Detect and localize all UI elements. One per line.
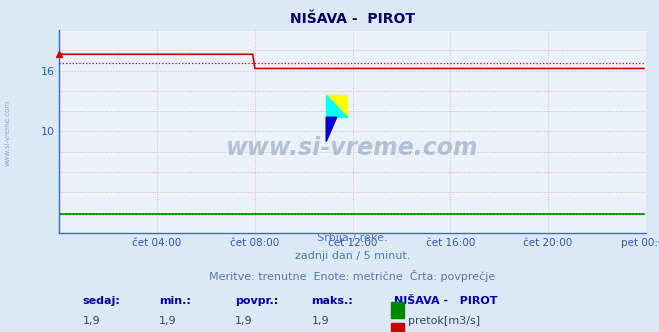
Polygon shape <box>326 95 347 117</box>
Text: povpr.:: povpr.: <box>235 296 279 306</box>
Text: zadnji dan / 5 minut.: zadnji dan / 5 minut. <box>295 252 411 262</box>
Text: www.si-vreme.com: www.si-vreme.com <box>226 136 479 160</box>
Polygon shape <box>326 117 337 142</box>
Text: www.si-vreme.com: www.si-vreme.com <box>5 100 11 166</box>
Text: Srbija / reke.: Srbija / reke. <box>318 233 387 243</box>
Text: Meritve: trenutne  Enote: metrične  Črta: povprečje: Meritve: trenutne Enote: metrične Črta: … <box>210 270 496 282</box>
Text: pretok[m3/s]: pretok[m3/s] <box>409 316 480 326</box>
Bar <box>391 302 403 318</box>
Text: NIŠAVA -   PIROT: NIŠAVA - PIROT <box>393 296 497 306</box>
Title: NIŠAVA -  PIROT: NIŠAVA - PIROT <box>290 12 415 26</box>
Text: min.:: min.: <box>159 296 191 306</box>
Text: 1,9: 1,9 <box>235 316 253 326</box>
Text: sedaj:: sedaj: <box>83 296 121 306</box>
Text: 1,9: 1,9 <box>312 316 329 326</box>
Text: 1,9: 1,9 <box>159 316 177 326</box>
Polygon shape <box>326 95 347 117</box>
Bar <box>391 323 403 332</box>
Text: 1,9: 1,9 <box>83 316 100 326</box>
Text: maks.:: maks.: <box>312 296 353 306</box>
